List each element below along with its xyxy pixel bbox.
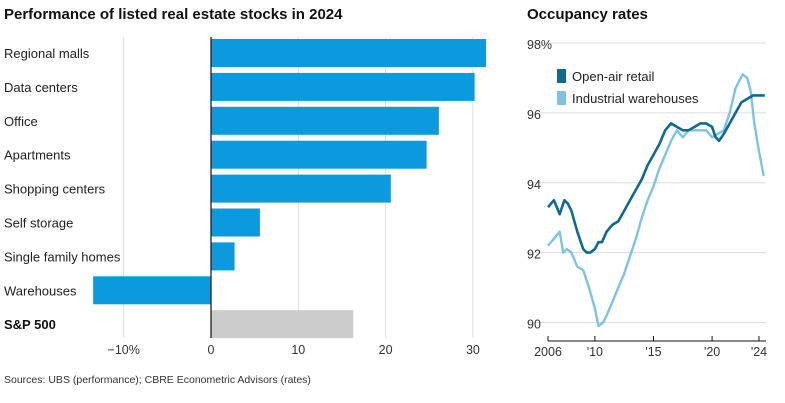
category-label: Self storage (4, 216, 73, 231)
category-label: S&P 500 (4, 317, 56, 332)
category-label: Office (4, 114, 38, 129)
bar (211, 106, 439, 135)
bar (211, 140, 427, 169)
x-tick-label: 30 (466, 343, 480, 357)
x-tick-label: 0 (208, 343, 215, 357)
bar (211, 174, 391, 203)
y-tick-label: 92 (527, 248, 541, 262)
x-tick-label: '10 (587, 345, 603, 359)
bar (211, 208, 260, 237)
right-chart-title: Occupancy rates (527, 6, 648, 23)
series-line (547, 94, 765, 254)
x-tick-label: '24 (751, 345, 767, 359)
legend-swatch (557, 69, 566, 83)
category-label: Shopping centers (4, 182, 106, 197)
x-tick-label: '15 (645, 345, 661, 359)
category-label: Single family homes (4, 249, 121, 264)
y-tick-label: 96 (527, 108, 541, 122)
bar (211, 39, 486, 67)
legend-label: Industrial warehouses (572, 91, 699, 106)
category-label: Apartments (4, 148, 71, 163)
y-tick-label: 98% (527, 38, 552, 52)
x-tick-label: −10% (108, 343, 140, 357)
series-line (547, 73, 765, 328)
bar (211, 310, 354, 339)
category-label: Regional malls (4, 46, 90, 61)
bar (93, 276, 211, 305)
x-tick-label: 20 (379, 343, 393, 357)
left-chart-title: Performance of listed real estate stocks… (4, 6, 343, 23)
category-label: Warehouses (4, 283, 77, 298)
source-note: Sources: UBS (performance); CBRE Econome… (4, 374, 311, 386)
bar (211, 242, 235, 271)
y-tick-label: 94 (527, 178, 541, 192)
y-tick-label: 90 (527, 318, 541, 332)
legend-label: Open-air retail (572, 69, 654, 84)
x-tick-label: 2006 (534, 345, 562, 359)
category-label: Data centers (4, 80, 78, 95)
x-tick-label: 10 (291, 343, 305, 357)
legend-swatch (557, 91, 566, 105)
bar (211, 72, 475, 101)
x-tick-label: '20 (704, 345, 720, 359)
